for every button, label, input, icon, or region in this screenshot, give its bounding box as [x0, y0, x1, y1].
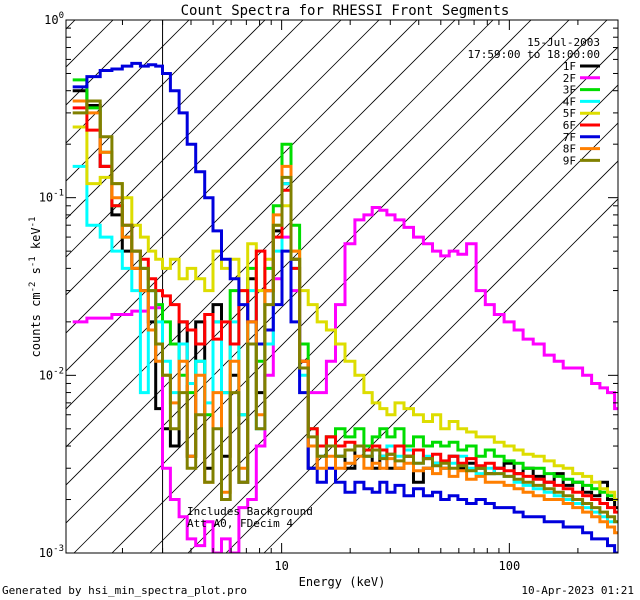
x-tick-label: 10: [274, 559, 288, 573]
y-tick-label: 10-3: [39, 544, 64, 560]
series-layer: [72, 61, 618, 553]
hatch-line: [66, 20, 532, 486]
series-6F-line: [72, 106, 618, 514]
footer-generated-by: Generated by hsi_min_spectra_plot.pro: [2, 584, 248, 597]
legend-label-7F: 7F: [563, 131, 576, 144]
time-range-label: 17:59:00 to 18:00:00: [468, 48, 600, 61]
x-tick-labels: 10 100: [274, 559, 520, 573]
series-7F-line: [72, 61, 618, 553]
hatch-line: [66, 20, 228, 182]
axis-ticks: [66, 19, 619, 554]
series-2F-line: [72, 206, 618, 553]
x-axis-label: Energy (keV): [299, 575, 386, 589]
legend-label-4F: 4F: [563, 95, 576, 108]
hatch-line: [225, 160, 618, 553]
x-tick-label: 100: [499, 559, 521, 573]
series-9F-line: [72, 99, 618, 524]
hatch-line: [66, 20, 380, 334]
y-tick-label: 100: [44, 11, 64, 27]
hatch-line: [187, 122, 618, 553]
legend-label-5F: 5F: [563, 107, 576, 120]
hatch-line: [149, 84, 618, 553]
hatch-line: [111, 46, 618, 553]
annotation-background: Includes Background: [187, 505, 313, 518]
chart-title: Count Spectra for RHESSI Front Segments: [181, 3, 510, 19]
legend-label-2F: 2F: [563, 72, 576, 85]
hatch-line: [66, 20, 190, 144]
hatch-line: [66, 20, 418, 372]
hatch-line: [66, 20, 570, 524]
hatch-line: [66, 20, 304, 258]
hatch-line: [66, 20, 342, 296]
hatch-line: [66, 20, 456, 410]
legend-label-6F: 6F: [563, 119, 576, 132]
y-tick-label: 10-2: [39, 366, 64, 382]
date-label: 15-Jul-2003: [527, 36, 600, 49]
hatch-line: [66, 20, 266, 220]
hatch-line: [0, 0, 26, 553]
y-axis-label: counts cm-2 s-1 keV-1: [28, 217, 43, 358]
legend-label-9F: 9F: [563, 154, 576, 167]
hatch-line: [73, 20, 608, 553]
hatch-line: [66, 20, 152, 106]
y-tick-labels: 100 10-1 10-2 10-3: [39, 11, 64, 560]
hatch-line: [263, 198, 618, 553]
y-tick-label: 10-1: [39, 189, 64, 205]
plot-frame: [65, 19, 619, 554]
legend-label-8F: 8F: [563, 143, 576, 156]
annotation-attenuator: Att A0, FDecim 4: [187, 517, 293, 530]
footer-timestamp: 10-Apr-2023 01:21: [521, 584, 634, 597]
series-5F-line: [72, 125, 618, 501]
legend-label-1F: 1F: [563, 60, 576, 73]
series-3F-line: [72, 78, 618, 501]
legend-label-3F: 3F: [563, 84, 576, 97]
